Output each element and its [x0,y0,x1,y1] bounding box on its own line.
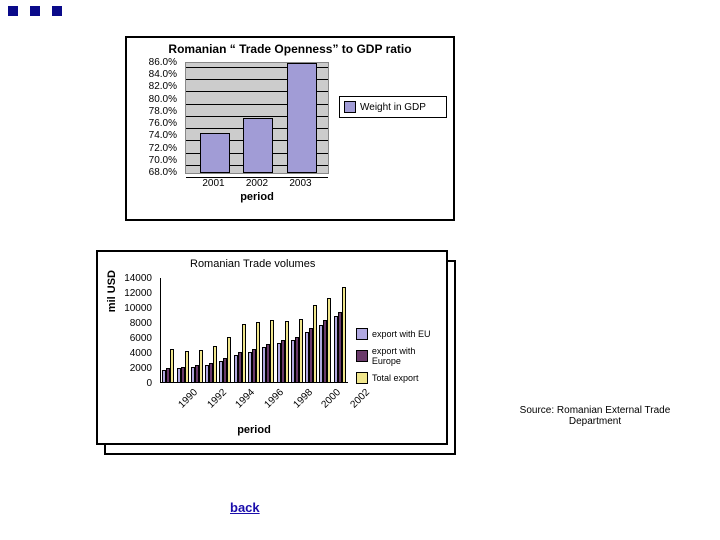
bar [227,337,231,383]
x-tick-label: 1996 [263,387,287,411]
legend-swatch-icon [356,350,368,362]
bar [287,63,317,173]
bar [185,351,189,383]
y-tick-label: 86.0% [127,57,177,68]
x-tick-label: 1990 [177,387,201,411]
chart1-legend: Weight in GDP [339,96,447,118]
legend-swatch-icon [344,101,356,113]
bar [342,287,346,383]
chart2-x-axis-label: period [160,424,348,436]
legend-label: export with Europe [372,346,446,366]
y-tick-label: 68.0% [127,167,177,178]
x-tick-label: 1994 [234,387,258,411]
chart2-legend: export with EU export with Europe Total ex… [356,322,446,390]
chart-trade-volumes: Romanian Trade volumes mil USD export wi… [96,250,448,445]
chart1-plot [185,62,329,174]
x-tick-label: 2002 [239,178,275,189]
y-tick-label: 2000 [102,363,152,374]
y-tick-label: 6000 [102,333,152,344]
y-tick-label: 76.0% [127,118,177,129]
legend-item: export with EU [356,328,446,340]
y-tick-label: 70.0% [127,155,177,166]
bar [270,320,274,383]
y-tick-label: 80.0% [127,94,177,105]
x-tick-label: 2000 [320,387,344,411]
y-tick-label: 82.0% [127,81,177,92]
legend-swatch-icon [356,328,368,340]
bar [242,324,246,383]
chart2-plot [160,278,348,383]
bar [327,298,331,384]
bar [256,322,260,383]
x-tick-label: 2001 [196,178,232,189]
y-tick-label: 4000 [102,348,152,359]
slide-bullets [8,6,62,16]
x-tick-label: 1998 [291,387,315,411]
legend-label: export with EU [372,329,431,339]
y-tick-label: 84.0% [127,69,177,80]
x-tick-label: 2003 [283,178,319,189]
y-tick-label: 8000 [102,318,152,329]
y-tick-label: 78.0% [127,106,177,117]
x-tick-label: 2002 [348,387,372,411]
bar [299,319,303,383]
chart-trade-openness: Romanian “ Trade Openness” to GDP ratio … [125,36,455,221]
bar [313,305,317,383]
legend-item: Total export [356,372,446,384]
bar [243,118,273,173]
bar [199,350,203,383]
chart2-title: Romanian Trade volumes [190,258,315,270]
chart1-x-axis-label: period [185,191,329,203]
source-citation: Source: Romanian External Trade Departme… [510,405,680,427]
y-tick-label: 10000 [102,303,152,314]
bar [213,346,217,383]
bar [170,349,174,383]
back-link[interactable]: back [230,500,260,515]
legend-item: export with Europe [356,346,446,366]
bar [285,321,289,383]
legend-swatch-icon [356,372,368,384]
x-tick-label: 1992 [205,387,229,411]
y-tick-label: 74.0% [127,130,177,141]
y-tick-label: 12000 [102,288,152,299]
bar [200,133,230,173]
y-tick-label: 0 [102,378,152,389]
legend-label: Weight in GDP [360,102,426,113]
legend-label: Total export [372,373,419,383]
chart1-title: Romanian “ Trade Openness” to GDP ratio [127,38,453,58]
y-tick-label: 72.0% [127,143,177,154]
y-tick-label: 14000 [102,273,152,284]
